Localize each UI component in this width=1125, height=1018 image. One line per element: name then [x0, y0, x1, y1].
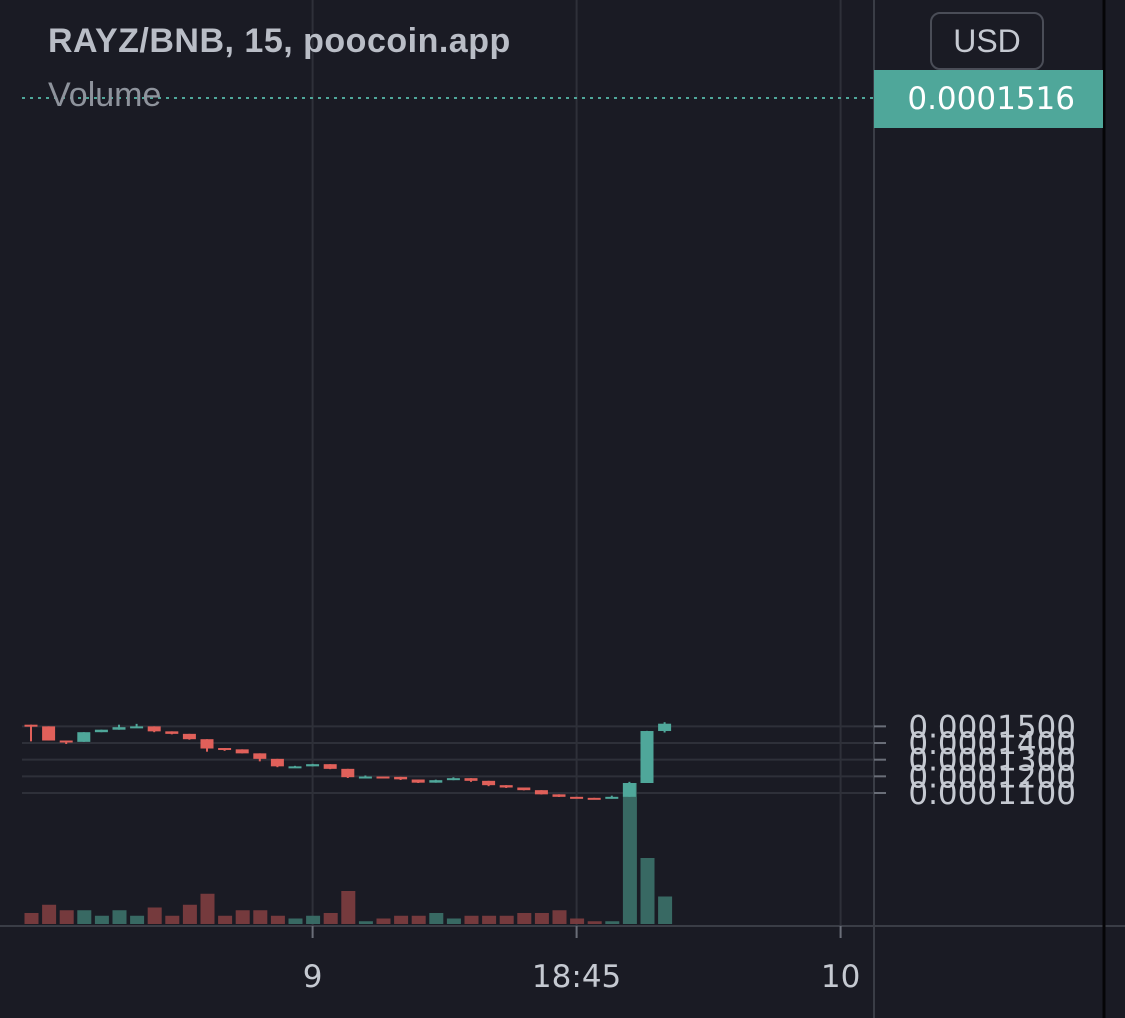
volume-bar	[570, 918, 585, 924]
volume-bar	[658, 896, 673, 924]
volume-bar	[235, 910, 250, 924]
candle-body	[306, 764, 320, 767]
candle-body	[358, 776, 372, 779]
volume-bar	[182, 904, 197, 924]
candle-body	[482, 780, 496, 786]
candle-body	[534, 790, 548, 795]
volume-bar	[77, 910, 92, 924]
volume-bars	[24, 783, 673, 924]
volume-bar	[218, 915, 233, 924]
volume-bar	[376, 918, 391, 924]
candle-body	[499, 785, 513, 788]
volume-legend-label: Volume	[48, 76, 162, 114]
volume-bar	[394, 915, 409, 924]
volume-bar	[253, 910, 268, 924]
candle-body	[112, 727, 126, 730]
volume-bar	[464, 915, 479, 924]
candle-body	[622, 783, 636, 797]
volume-bar	[147, 907, 162, 924]
price-axis-label: 0.0001500	[908, 709, 1076, 745]
volume-bar	[517, 913, 532, 924]
candle-body	[587, 797, 601, 800]
volume-bar	[552, 910, 567, 924]
candle-body	[429, 780, 443, 783]
candle-body	[411, 779, 425, 783]
candle-body	[77, 732, 91, 742]
volume-bar	[358, 921, 373, 924]
symbol-title: RAYZ/BNB, 15, poocoin.app	[48, 22, 511, 60]
candle-body	[570, 796, 584, 799]
price-axis-label: 0.0001300	[908, 743, 1076, 779]
volume-bar	[587, 921, 602, 924]
candle-body	[323, 764, 337, 769]
volume-bar	[112, 910, 127, 924]
candle-body	[605, 796, 619, 799]
candle-body	[24, 724, 38, 727]
last-price-label: 0.0001516	[874, 70, 1103, 128]
candle-body	[640, 731, 654, 784]
grid-lines	[22, 0, 874, 926]
candle-body	[200, 739, 214, 749]
candle-body	[517, 787, 531, 791]
candle-body	[235, 749, 249, 754]
candle-body	[270, 758, 284, 767]
price-axis-label: 0.0001100	[908, 776, 1076, 812]
candle-body	[446, 778, 460, 781]
candle-body	[42, 726, 56, 741]
volume-bar	[323, 913, 338, 924]
time-axis-label: 18:45	[532, 959, 621, 995]
candle-body	[182, 733, 196, 740]
candle-body	[658, 723, 672, 732]
candle-body	[165, 731, 179, 734]
price-axis-label: 0.0001200	[908, 759, 1076, 795]
volume-bar	[200, 893, 215, 924]
volume-bar	[640, 858, 655, 924]
volume-bar	[165, 915, 180, 924]
candle-body	[147, 726, 161, 732]
volume-bar	[59, 910, 74, 924]
volume-bar	[288, 918, 303, 924]
volume-bar	[622, 783, 637, 924]
volume-bar	[482, 915, 497, 924]
price-axis-label: 0.0001400	[908, 726, 1076, 762]
time-axis-label: 10	[821, 959, 860, 995]
candle-body	[552, 794, 566, 797]
volume-bar	[429, 913, 444, 924]
volume-bar	[270, 915, 285, 924]
candle-body	[253, 753, 267, 759]
volume-bar	[24, 913, 39, 924]
volume-bar	[42, 904, 57, 924]
candles	[24, 722, 672, 800]
volume-bar	[411, 915, 426, 924]
candle-body	[341, 768, 355, 778]
candle-body	[218, 748, 232, 751]
volume-bar	[341, 891, 356, 924]
candle-body	[94, 729, 108, 733]
volume-bar	[306, 915, 321, 924]
volume-bar	[534, 913, 549, 924]
time-axis-label: 9	[303, 959, 323, 995]
candle-body	[464, 778, 478, 781]
candle-body	[288, 766, 302, 769]
price-axis: 0.00011000.00012000.00013000.00014000.00…	[874, 709, 1076, 812]
currency-button[interactable]: USD	[930, 12, 1044, 70]
volume-bar	[94, 915, 109, 924]
candle-body	[130, 726, 144, 729]
candle-body	[59, 740, 73, 743]
candle-body	[394, 776, 408, 780]
candle-body	[376, 776, 390, 779]
volume-bar	[605, 921, 620, 924]
volume-bar	[499, 915, 514, 924]
volume-bar	[130, 915, 145, 924]
volume-bar	[446, 918, 461, 924]
